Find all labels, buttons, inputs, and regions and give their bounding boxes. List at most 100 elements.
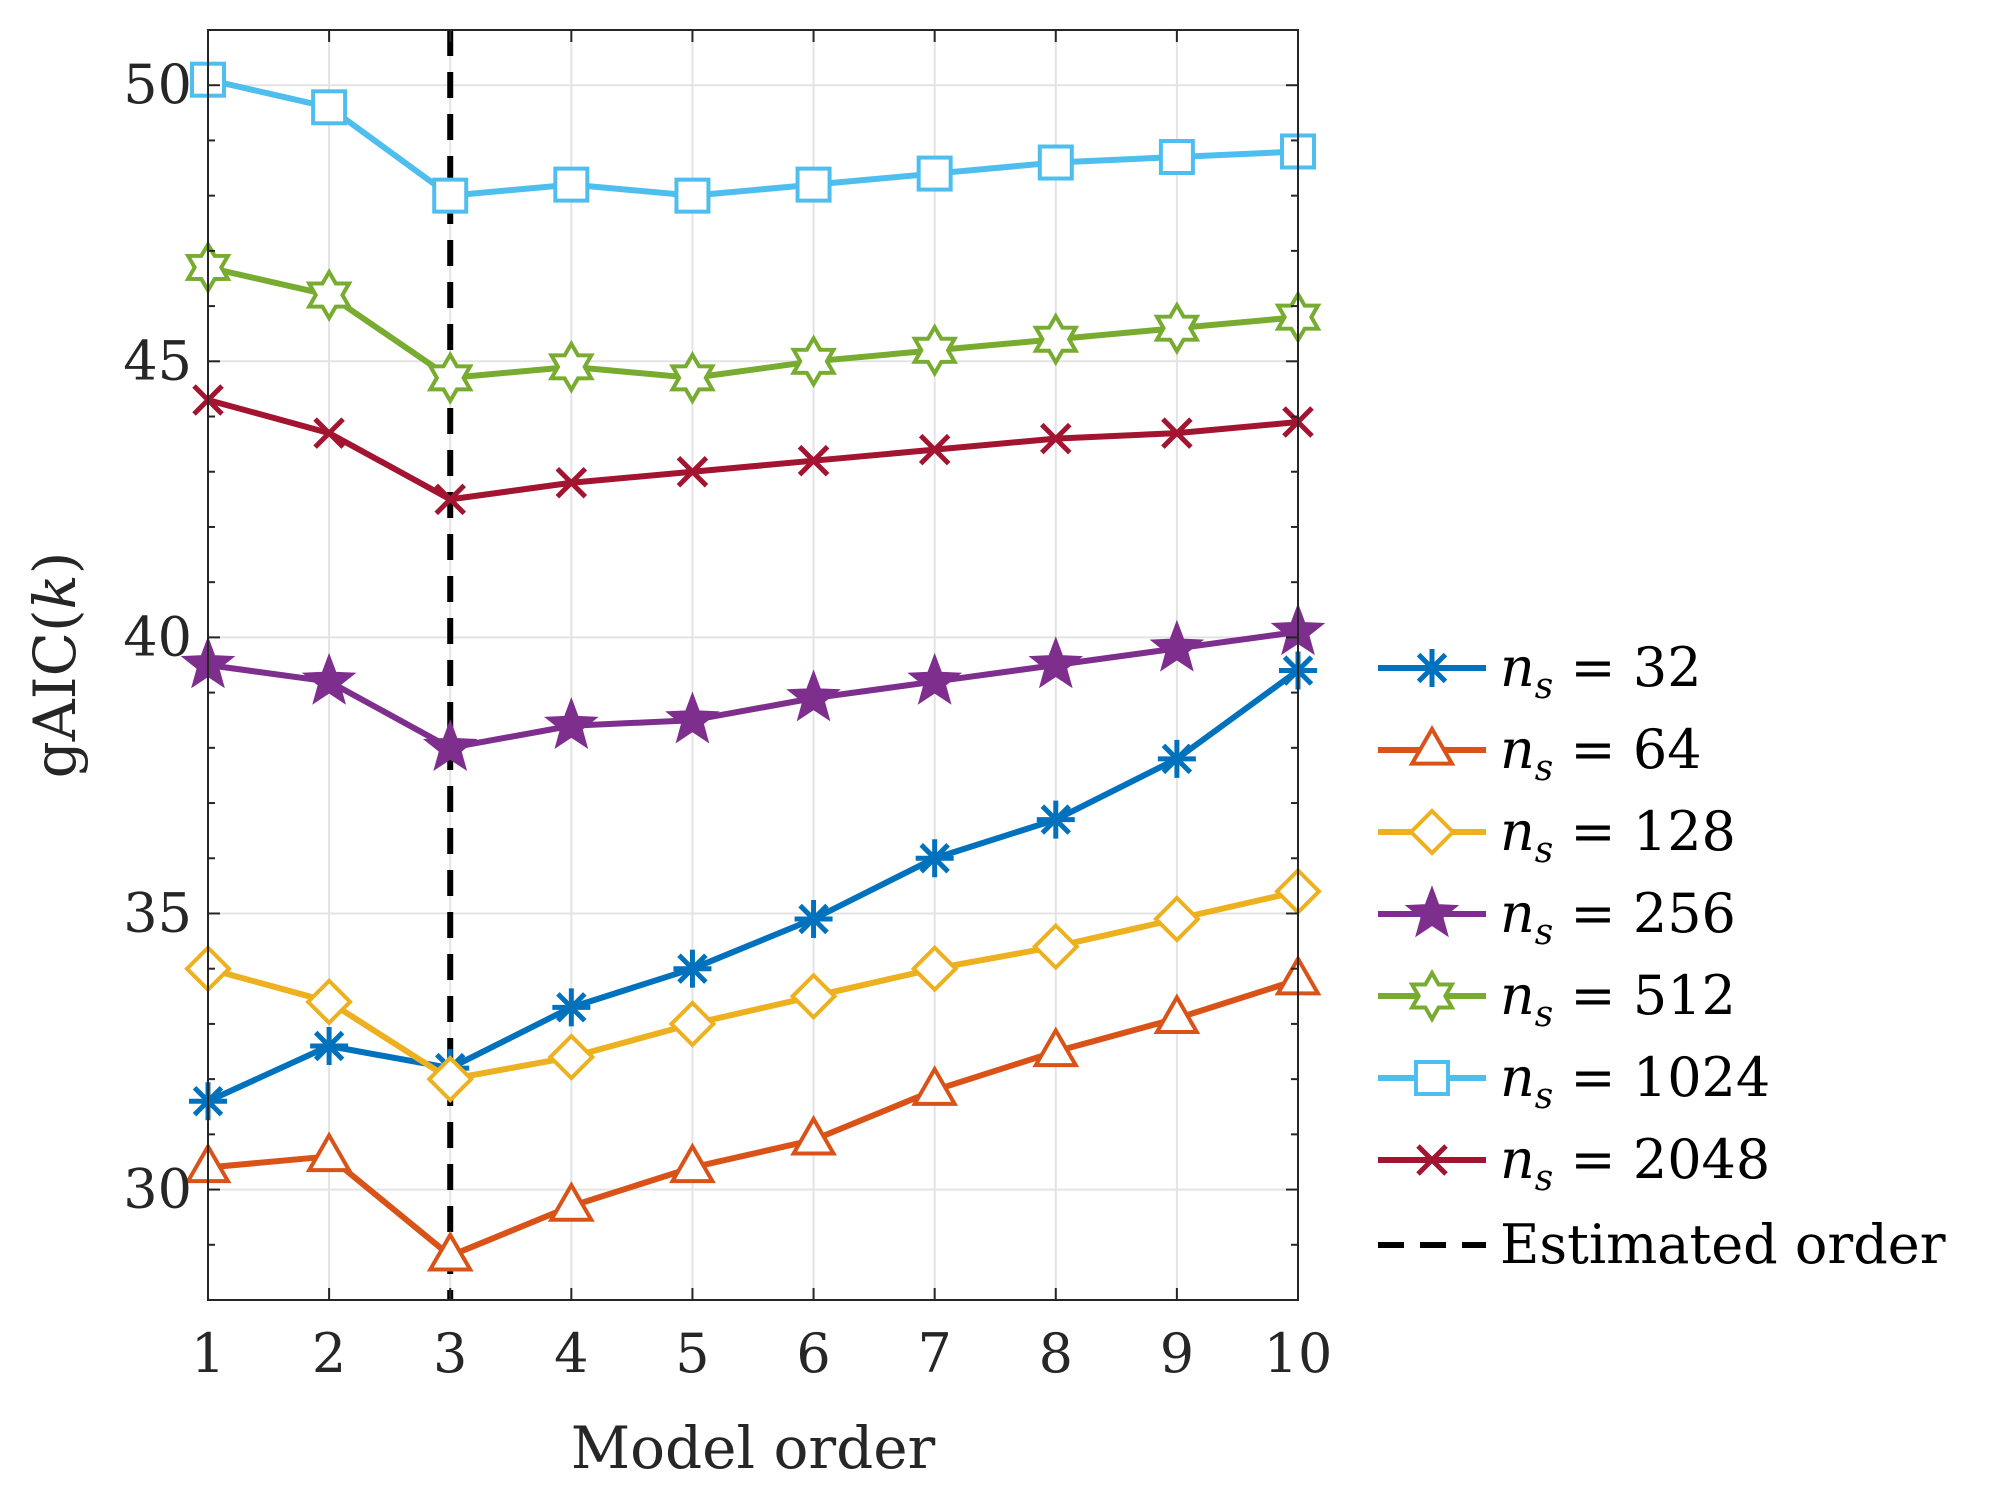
legend-item: ns = 256 xyxy=(1378,882,1736,953)
data-point xyxy=(1031,922,1080,971)
data-point xyxy=(311,89,348,126)
data-point xyxy=(669,1142,716,1184)
data-point xyxy=(1032,312,1080,367)
marker-stroke xyxy=(918,433,951,466)
data-point xyxy=(305,977,353,1026)
legend-variable: n xyxy=(1500,964,1535,1027)
legend-value: = 256 xyxy=(1553,882,1736,945)
series-line xyxy=(207,397,1299,503)
data-point xyxy=(668,1000,717,1048)
series-line xyxy=(207,264,1299,381)
marker-stroke xyxy=(919,843,950,874)
y-tick-label: 35 xyxy=(123,881,192,944)
legend-item: ns = 32 xyxy=(1378,636,1702,707)
legend-subscript: s xyxy=(1535,994,1553,1035)
legend-item: ns = 128 xyxy=(1378,800,1736,871)
legend-label: ns = 128 xyxy=(1500,800,1736,871)
legend-value: = 32 xyxy=(1553,636,1701,699)
data-point xyxy=(1036,800,1075,839)
data-point xyxy=(916,155,953,192)
marker-stroke xyxy=(434,483,466,516)
marker-stroke xyxy=(1416,1144,1448,1176)
legend-label: ns = 256 xyxy=(1500,882,1736,953)
data-point xyxy=(305,268,353,323)
legend-subscript: s xyxy=(1535,830,1553,871)
series-line xyxy=(207,888,1299,1083)
legend-marker xyxy=(1416,1144,1448,1176)
legend-marker xyxy=(1408,724,1456,766)
data-point xyxy=(910,944,959,993)
data-point xyxy=(1157,739,1196,778)
data-point xyxy=(1149,619,1205,672)
data-point xyxy=(918,433,951,466)
marker-stroke xyxy=(798,903,829,935)
marker-stroke xyxy=(677,953,708,984)
legend-value: = 64 xyxy=(1553,718,1701,781)
data-point xyxy=(790,334,837,389)
legend-label: ns = 32 xyxy=(1500,636,1702,707)
series-512 xyxy=(184,240,1322,405)
data-point xyxy=(426,1055,475,1103)
x-tick-label: 1 xyxy=(191,1322,225,1385)
legend-marker xyxy=(1413,649,1451,687)
legend-subscript: s xyxy=(1535,912,1553,953)
legend-label: ns = 512 xyxy=(1500,964,1736,1035)
legend-subscript: s xyxy=(1535,1076,1553,1117)
marker-stroke xyxy=(1040,422,1072,455)
data-point xyxy=(676,455,709,488)
legend-value: = 1024 xyxy=(1553,1046,1770,1109)
legend-item: ns = 64 xyxy=(1378,718,1702,789)
x-tick-label: 8 xyxy=(1039,1322,1073,1385)
data-point xyxy=(786,669,841,722)
data-point xyxy=(547,1033,596,1081)
data-point xyxy=(1153,301,1201,356)
legend-label: Estimated order xyxy=(1500,1213,1946,1276)
legend-item: ns = 512 xyxy=(1378,964,1736,1035)
x-tick-label: 2 xyxy=(312,1322,346,1385)
data-point xyxy=(907,652,962,705)
y-tick-label: 30 xyxy=(123,1158,192,1221)
marker-stroke xyxy=(1040,804,1071,835)
series-line xyxy=(207,76,1299,199)
data-point xyxy=(665,691,720,744)
data-point xyxy=(915,839,954,878)
data-point xyxy=(669,350,716,405)
legend-value: = 2048 xyxy=(1553,1128,1770,1191)
data-point xyxy=(313,417,345,449)
marker-stroke xyxy=(555,467,588,499)
y-axis-label-suffix: ) xyxy=(21,552,89,575)
data-point xyxy=(794,900,833,938)
series-line xyxy=(207,628,1299,751)
x-tick-label: 3 xyxy=(433,1322,467,1385)
series-line xyxy=(207,976,1299,1259)
legend-marker xyxy=(1414,1060,1450,1096)
series-128 xyxy=(184,867,1322,1103)
legend-variable: n xyxy=(1500,1128,1535,1191)
x-axis-label: Model order xyxy=(571,1414,936,1482)
data-point xyxy=(553,166,590,203)
x-tick-label: 6 xyxy=(796,1322,830,1385)
y-axis-label-prefix: gAIC( xyxy=(21,609,89,778)
data-point xyxy=(426,350,474,405)
data-point xyxy=(310,1027,349,1065)
x-tick-label: 9 xyxy=(1160,1322,1194,1385)
legend-variable: n xyxy=(1500,882,1535,945)
data-point xyxy=(1028,636,1084,689)
legend-variable: n xyxy=(1500,718,1535,781)
data-point xyxy=(547,339,595,394)
y-axis-label-variable: k xyxy=(21,574,89,609)
legend-item: ns = 1024 xyxy=(1378,1046,1770,1117)
data-point xyxy=(1158,139,1195,175)
legend-subscript: s xyxy=(1535,1158,1553,1199)
y-axis-label: gAIC(k) xyxy=(21,552,89,779)
marker-stroke xyxy=(313,1030,345,1062)
legend-item: ns = 2048 xyxy=(1378,1128,1770,1199)
legend-variable: n xyxy=(1500,800,1535,863)
data-point xyxy=(674,177,711,214)
marker-stroke xyxy=(676,455,709,488)
data-point xyxy=(1161,417,1193,449)
legend-item: Estimated order xyxy=(1378,1213,1946,1276)
legend-value: = 128 xyxy=(1553,800,1736,863)
data-point xyxy=(1153,895,1201,943)
